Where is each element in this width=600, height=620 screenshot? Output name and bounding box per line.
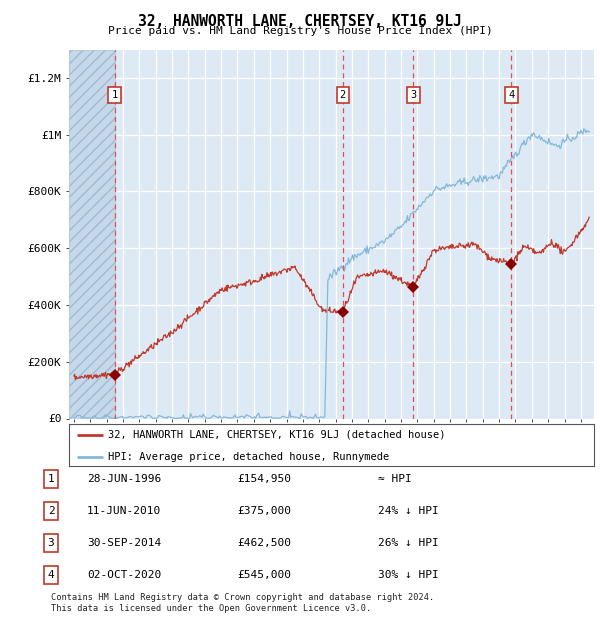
Text: 24% ↓ HPI: 24% ↓ HPI [378, 506, 439, 516]
Text: 1: 1 [112, 90, 118, 100]
Bar [69, 50, 115, 419]
Text: 30% ↓ HPI: 30% ↓ HPI [378, 570, 439, 580]
Text: 3: 3 [410, 90, 416, 100]
Text: 4: 4 [47, 570, 55, 580]
Text: 26% ↓ HPI: 26% ↓ HPI [378, 538, 439, 548]
Text: 3: 3 [47, 538, 55, 548]
Text: Price paid vs. HM Land Registry's House Price Index (HPI): Price paid vs. HM Land Registry's House … [107, 26, 493, 36]
Text: 02-OCT-2020: 02-OCT-2020 [87, 570, 161, 580]
Text: 32, HANWORTH LANE, CHERTSEY, KT16 9LJ: 32, HANWORTH LANE, CHERTSEY, KT16 9LJ [138, 14, 462, 29]
Text: 2: 2 [340, 90, 346, 100]
Text: 2: 2 [47, 506, 55, 516]
Text: £545,000: £545,000 [237, 570, 291, 580]
Text: HPI: Average price, detached house, Runnymede: HPI: Average price, detached house, Runn… [109, 452, 389, 462]
Text: £154,950: £154,950 [237, 474, 291, 484]
Text: ≈ HPI: ≈ HPI [378, 474, 412, 484]
Text: 32, HANWORTH LANE, CHERTSEY, KT16 9LJ (detached house): 32, HANWORTH LANE, CHERTSEY, KT16 9LJ (d… [109, 430, 446, 440]
Text: £462,500: £462,500 [237, 538, 291, 548]
Text: 30-SEP-2014: 30-SEP-2014 [87, 538, 161, 548]
Text: 11-JUN-2010: 11-JUN-2010 [87, 506, 161, 516]
Text: £375,000: £375,000 [237, 506, 291, 516]
Text: 28-JUN-1996: 28-JUN-1996 [87, 474, 161, 484]
Text: Contains HM Land Registry data © Crown copyright and database right 2024.
This d: Contains HM Land Registry data © Crown c… [51, 593, 434, 613]
Text: 4: 4 [508, 90, 515, 100]
Text: 1: 1 [47, 474, 55, 484]
